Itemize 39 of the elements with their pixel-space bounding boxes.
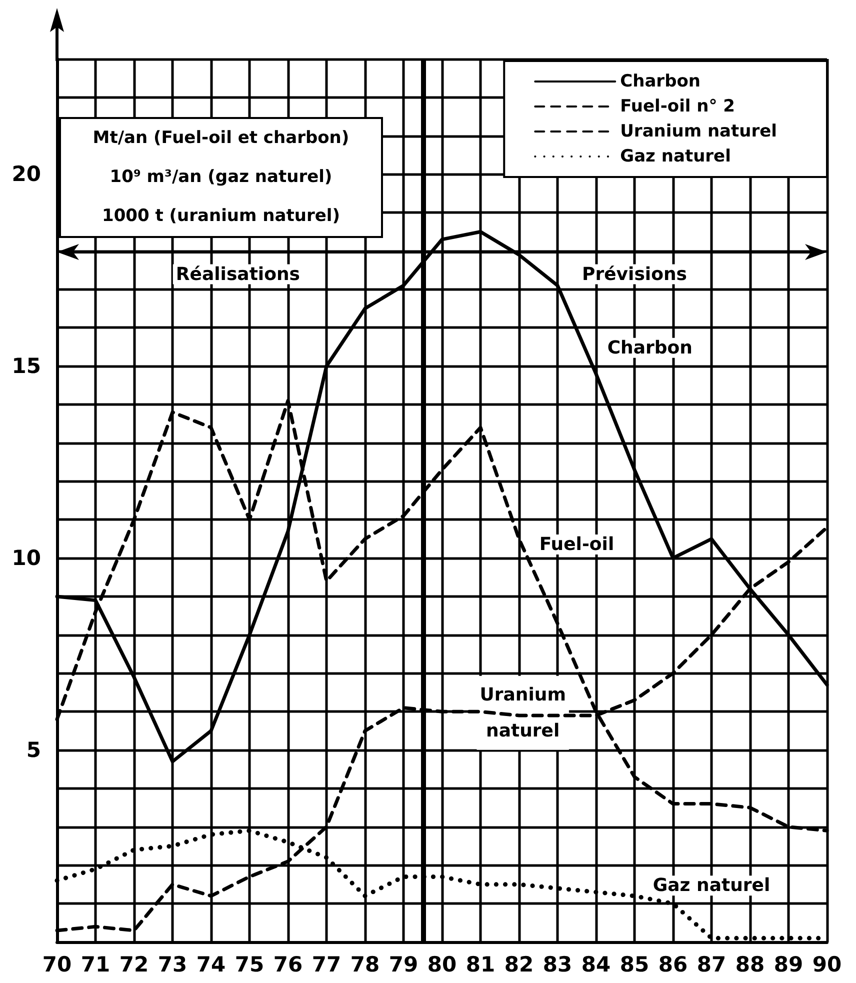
- y-tick-label: 20: [12, 162, 41, 186]
- x-tick-label: 80: [427, 952, 457, 976]
- x-tick-label: 75: [234, 952, 264, 976]
- annotation: Prévisions: [582, 264, 687, 285]
- x-tick-label: 81: [466, 952, 496, 976]
- legend-label: Uranium naturel: [620, 122, 778, 142]
- annotation: Fuel-oil: [539, 534, 614, 556]
- annotation: Uranium naturel: [480, 684, 566, 742]
- x-tick-label: 78: [350, 952, 380, 976]
- y-tick-label: 10: [12, 546, 41, 570]
- x-tick-label: 73: [158, 952, 188, 976]
- annotation: 10⁹ m³/an (gaz naturel): [108, 166, 334, 189]
- annotation: Charbon: [607, 337, 692, 358]
- x-tick-label: 86: [658, 952, 688, 976]
- x-tick-label: 82: [504, 952, 534, 976]
- legend-label: Fuel-oil n° 2: [620, 96, 736, 116]
- x-tick-label: 88: [735, 952, 765, 976]
- x-tick-label: 83: [542, 952, 572, 976]
- x-tick-label: 71: [80, 952, 110, 976]
- x-tick-label: 85: [620, 952, 650, 976]
- x-tick-label: 90: [812, 952, 842, 976]
- x-tick-label: 70: [42, 952, 72, 976]
- x-tick-label: 87: [696, 952, 726, 976]
- x-tick-label: 84: [581, 952, 611, 976]
- x-tick-label: 79: [388, 952, 418, 976]
- x-tick-label: 89: [774, 952, 804, 976]
- unit-box: Mt/an (Fuel-oil et charbon) 10⁹ m³/an (gaz naturel) 1000 t (uranium naturel): [59, 117, 383, 238]
- legend-label: Charbon: [620, 72, 701, 92]
- y-tick-label: 5: [26, 738, 41, 762]
- annotation: Gaz naturel: [652, 875, 770, 896]
- x-tick-label: 72: [119, 952, 149, 976]
- annotation: Réalisations: [176, 264, 300, 285]
- legend-label: Gaz naturel: [620, 146, 731, 166]
- annotation: Mt/an (Fuel-oil et charbon): [92, 127, 350, 150]
- annotation: 1000 t (uranium naturel): [101, 205, 341, 228]
- x-tick-label: 74: [196, 952, 226, 976]
- y-tick-label: 15: [12, 354, 41, 378]
- x-tick-label: 77: [312, 952, 342, 976]
- x-tick-label: 76: [273, 952, 303, 976]
